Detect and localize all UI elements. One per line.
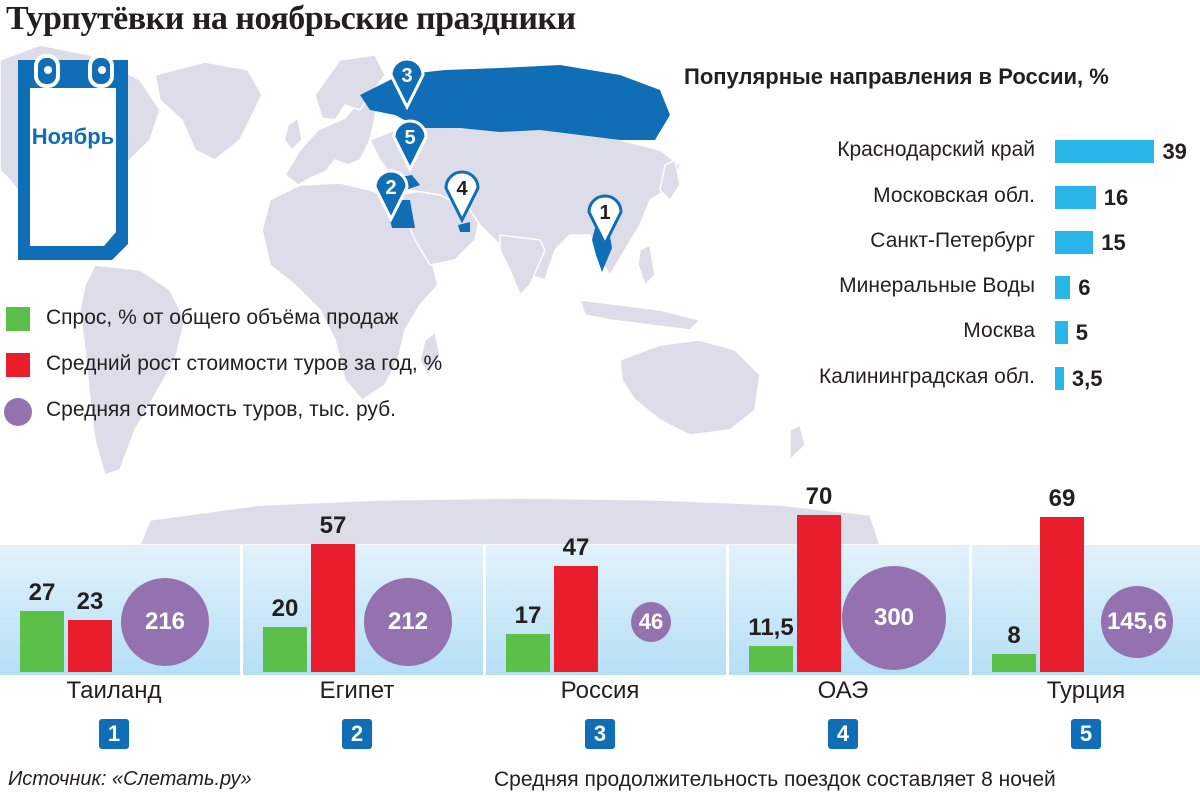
russia-label: Краснодарский край [837, 138, 1035, 161]
map-marker-4: 4 [444, 170, 480, 224]
growth-bar [1040, 516, 1084, 672]
demand-bar [20, 611, 64, 672]
south-america [79, 264, 186, 476]
growth-value: 70 [805, 482, 833, 510]
russia-label: Москва [963, 319, 1035, 342]
demand-bar [506, 633, 550, 672]
russia-bar [1055, 321, 1068, 344]
growth-value: 57 [319, 511, 347, 539]
country-number-badge: 2 [342, 719, 372, 749]
scandinavia [314, 54, 386, 121]
demand-value: 11,5 [748, 614, 794, 642]
country-number-badge: 3 [585, 719, 615, 749]
russia-bar [1055, 367, 1064, 390]
map-marker-1: 1 [587, 194, 623, 248]
russia-bar-value: 39 [1162, 139, 1187, 164]
russia-bar [1055, 140, 1155, 163]
uk [283, 116, 303, 152]
russia-label: Калининградская обл. [819, 365, 1035, 388]
australia [619, 339, 761, 436]
map-marker-1-label: 1 [599, 202, 610, 224]
growth-bar [311, 543, 355, 672]
map-marker-2-label: 2 [385, 177, 396, 199]
country-label: Таиланд [66, 677, 162, 704]
map-marker-4-label: 4 [456, 178, 468, 200]
cost-circle: 300 [842, 566, 946, 670]
russia-label: Минеральные Воды [839, 274, 1035, 297]
map-marker-2: 2 [373, 169, 409, 223]
country-number-badge: 5 [1071, 719, 1101, 749]
russia-label: Санкт-Петербург [870, 229, 1035, 252]
russia-bar-value: 3,5 [1071, 366, 1103, 391]
growth-value: 47 [562, 534, 590, 562]
russia-bar-value: 6 [1078, 275, 1091, 300]
country-label: Египет [319, 677, 395, 704]
antarctica [138, 497, 882, 546]
cost-circle: 212 [364, 578, 452, 666]
growth-bar [68, 620, 112, 672]
demand-bar [992, 654, 1036, 672]
russia-highlight [360, 65, 670, 140]
legend-swatch-growth [6, 353, 30, 377]
russia-label: Московская обл. [873, 184, 1035, 207]
russia-bar-value: 15 [1101, 230, 1126, 255]
india [499, 234, 546, 297]
japan [659, 158, 681, 202]
map-marker-5-label: 5 [404, 127, 415, 149]
country-number-badge: 1 [99, 719, 129, 749]
demand-value: 20 [271, 595, 299, 622]
russia-bar [1055, 276, 1071, 299]
legend-label-cost: Средняя стоимость туров, тыс. руб. [46, 398, 397, 421]
legend-swatch-cost [4, 398, 32, 426]
demand-value: 17 [514, 601, 542, 629]
calendar-icon [18, 54, 128, 260]
uae-highlight [458, 222, 470, 232]
map-marker-5: 5 [392, 119, 428, 173]
legend-swatch-demand [6, 307, 30, 331]
map-markers: 3 5 2 4 1 [373, 57, 623, 248]
country-label: ОАЭ [817, 677, 869, 704]
demand-value: 27 [28, 579, 56, 607]
duration-note: Средняя продолжительность поездок состав… [494, 768, 1056, 791]
source-note: Источник: «Слетать.ру» [8, 768, 252, 790]
cost-circle: 46 [630, 601, 672, 643]
page-title: Турпутёвки на ноябрьские праздники [6, 0, 576, 37]
country-label: Турция [1046, 677, 1126, 704]
map-marker-3: 3 [389, 57, 425, 111]
country-number-badge: 4 [828, 719, 858, 749]
growth-bar [797, 514, 841, 672]
new-zealand [789, 423, 806, 462]
madagascar [419, 330, 441, 377]
legend-label-growth: Средний рост стоимости туров за год, % [46, 352, 443, 375]
russia-bar [1055, 186, 1096, 209]
russia-chart-title: Популярные направления в России, % [684, 64, 1109, 89]
russia-bar [1055, 231, 1094, 254]
growth-value: 23 [76, 588, 104, 616]
cost-circle: 216 [120, 577, 210, 667]
demand-value: 8 [1007, 622, 1021, 649]
country-label: Россия [560, 677, 640, 704]
growth-bar [554, 566, 598, 672]
russia-bar-value: 16 [1103, 185, 1129, 210]
map-marker-3-label: 3 [401, 65, 412, 87]
legend-label-demand: Спрос, % от общего объёма продаж [46, 306, 399, 329]
greenland [154, 61, 263, 161]
demand-bar [263, 627, 307, 672]
philippines [637, 243, 656, 287]
russia-bar-value: 5 [1075, 320, 1088, 345]
demand-bar [749, 646, 793, 672]
calendar-label: Ноябрь [31, 124, 115, 149]
africa [261, 182, 439, 401]
indonesia [578, 299, 702, 331]
cost-circle: 145,6 [1100, 585, 1174, 659]
growth-value: 69 [1048, 484, 1076, 512]
europe [284, 93, 381, 186]
